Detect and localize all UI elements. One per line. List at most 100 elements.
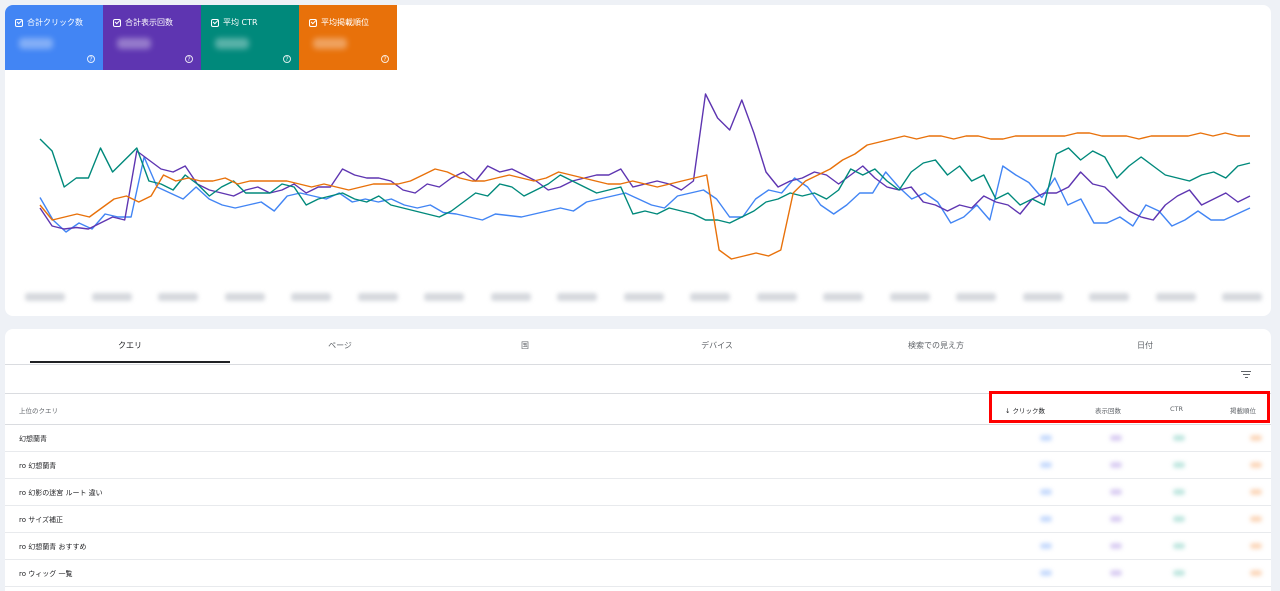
table-header: 上位のクエリ ↓ クリック数 表示回数 CTR 掲載順位 bbox=[5, 393, 1271, 425]
x-axis-tick-blurred bbox=[623, 293, 664, 301]
metric-cell-blurred bbox=[1173, 570, 1185, 576]
checkbox-icon[interactable] bbox=[113, 18, 121, 27]
query-text: 幻想蘭青 bbox=[19, 435, 47, 443]
metric-name: 合計表示回数 bbox=[125, 18, 173, 27]
metric-cell-blurred bbox=[1110, 543, 1122, 549]
impressions-column-header[interactable]: 表示回数 bbox=[1095, 407, 1121, 415]
query-text: ro 幻想蘭青 bbox=[19, 462, 57, 470]
help-icon[interactable]: ? bbox=[185, 55, 193, 63]
metric-value-blurred bbox=[19, 38, 53, 49]
x-axis-tick-blurred bbox=[756, 293, 797, 301]
tab-device[interactable]: デバイス bbox=[701, 341, 733, 350]
metric-cell-blurred bbox=[1250, 543, 1262, 549]
checkbox-icon[interactable] bbox=[309, 18, 317, 27]
x-axis-tick-blurred bbox=[158, 293, 198, 301]
metric-label: 合計クリック数 bbox=[15, 17, 83, 28]
dimension-tabs: クエリ ページ 国 デバイス 検索での見え方 日付 bbox=[5, 329, 1271, 365]
series-line-0 bbox=[39, 156, 1251, 233]
metric-value-blurred bbox=[313, 38, 347, 49]
x-axis-tick-blurred bbox=[424, 293, 464, 301]
metric-label: 平均 CTR bbox=[211, 17, 258, 28]
x-axis-tick-blurred bbox=[1222, 293, 1262, 301]
x-axis-tick-blurred bbox=[357, 293, 398, 301]
table-row[interactable]: ro 幻想蘭青 おすすめ bbox=[5, 533, 1271, 560]
metric-cell-blurred bbox=[1110, 462, 1122, 468]
series-line-1 bbox=[39, 93, 1251, 230]
metric-name: 平均 CTR bbox=[223, 18, 258, 27]
x-axis-tick-blurred bbox=[291, 293, 331, 301]
report-table-card: クエリ ページ 国 デバイス 検索での見え方 日付 上位のクエリ ↓ クリック数… bbox=[5, 329, 1271, 591]
ctr-column-header[interactable]: CTR bbox=[1170, 405, 1184, 413]
metric-cell-blurred bbox=[1250, 435, 1262, 441]
metric-cell-blurred bbox=[1173, 462, 1185, 468]
avg-ctr-metric-toggle[interactable]: 平均 CTR? bbox=[201, 5, 299, 70]
table-row[interactable]: 幻想蘭青 bbox=[5, 425, 1271, 452]
x-axis-tick-blurred bbox=[690, 293, 730, 301]
x-axis-tick-blurred bbox=[956, 293, 996, 301]
query-text: ro ウィッグ 一覧 bbox=[19, 570, 73, 578]
metric-cell-blurred bbox=[1173, 516, 1185, 522]
tab-page[interactable]: ページ bbox=[328, 341, 352, 350]
metric-label: 合計表示回数 bbox=[113, 17, 173, 28]
metric-label: 平均掲載順位 bbox=[309, 17, 369, 28]
checkbox-icon[interactable] bbox=[211, 18, 219, 27]
x-axis-tick-blurred bbox=[490, 293, 531, 301]
table-row[interactable]: ro サイズ補正 bbox=[5, 506, 1271, 533]
tab-date[interactable]: 日付 bbox=[1137, 341, 1153, 350]
metric-columns-highlight bbox=[989, 391, 1270, 423]
help-icon[interactable]: ? bbox=[87, 55, 95, 63]
metric-cell-blurred bbox=[1173, 543, 1185, 549]
active-tab-indicator bbox=[30, 361, 230, 363]
metric-cell-blurred bbox=[1250, 570, 1262, 576]
query-text: ro 幻影の迷宮 ルート 違い bbox=[19, 489, 103, 497]
total-impressions-metric-toggle[interactable]: 合計表示回数? bbox=[103, 5, 201, 70]
tab-country[interactable]: 国 bbox=[521, 341, 529, 350]
filter-icon[interactable] bbox=[1241, 370, 1251, 380]
metric-cell-blurred bbox=[1040, 570, 1052, 576]
x-axis-tick-blurred bbox=[1089, 293, 1129, 301]
clicks-column-header[interactable]: ↓ クリック数 bbox=[1005, 407, 1046, 415]
metric-cell-blurred bbox=[1040, 516, 1052, 522]
metric-cell-blurred bbox=[1173, 489, 1185, 495]
metric-value-blurred bbox=[215, 38, 249, 49]
tab-query[interactable]: クエリ bbox=[118, 341, 142, 350]
help-icon[interactable]: ? bbox=[283, 55, 291, 63]
x-axis-tick-blurred bbox=[889, 293, 930, 301]
x-axis-tick-blurred bbox=[1155, 293, 1196, 301]
x-axis-tick-blurred bbox=[1022, 293, 1063, 301]
query-text: ro 幻想蘭青 おすすめ bbox=[19, 543, 87, 551]
x-axis-tick-blurred bbox=[224, 293, 265, 301]
query-text: ro サイズ補正 bbox=[19, 516, 64, 524]
metric-cell-blurred bbox=[1040, 489, 1052, 495]
tab-search-appearance[interactable]: 検索での見え方 bbox=[908, 341, 964, 350]
metric-cell-blurred bbox=[1110, 570, 1122, 576]
metric-cell-blurred bbox=[1250, 489, 1262, 495]
series-line-2 bbox=[39, 138, 1251, 224]
performance-chart-card: 合計クリック数? 合計表示回数? 平均 CTR? 平均掲載順位? bbox=[5, 5, 1271, 316]
metric-cell-blurred bbox=[1173, 435, 1185, 441]
checkbox-icon[interactable] bbox=[15, 18, 23, 27]
metric-value-blurred bbox=[117, 38, 151, 49]
help-icon[interactable]: ? bbox=[381, 55, 389, 63]
x-axis-tick-blurred bbox=[823, 293, 863, 301]
position-column-header[interactable]: 掲載順位 bbox=[1230, 407, 1256, 415]
metric-cell-blurred bbox=[1110, 489, 1122, 495]
metric-cell-blurred bbox=[1110, 516, 1122, 522]
metric-name: 合計クリック数 bbox=[27, 18, 83, 27]
query-column-header: 上位のクエリ bbox=[19, 407, 58, 415]
series-line-3 bbox=[39, 132, 1250, 260]
x-axis-tick-blurred bbox=[557, 293, 597, 301]
metric-cell-blurred bbox=[1040, 543, 1052, 549]
metric-name: 平均掲載順位 bbox=[321, 18, 369, 27]
metric-cell-blurred bbox=[1110, 435, 1122, 441]
metric-cell-blurred bbox=[1250, 462, 1262, 468]
avg-position-metric-toggle[interactable]: 平均掲載順位? bbox=[299, 5, 397, 70]
x-axis-tick-blurred bbox=[25, 293, 65, 301]
x-axis-tick-blurred bbox=[91, 293, 132, 301]
metric-cell-blurred bbox=[1040, 435, 1052, 441]
metric-cell-blurred bbox=[1040, 462, 1052, 468]
table-row[interactable]: ro 幻影の迷宮 ルート 違い bbox=[5, 479, 1271, 506]
total-clicks-metric-toggle[interactable]: 合計クリック数? bbox=[5, 5, 103, 70]
table-row[interactable]: ro 幻想蘭青 bbox=[5, 452, 1271, 479]
table-row[interactable]: ro ウィッグ 一覧 bbox=[5, 560, 1271, 587]
